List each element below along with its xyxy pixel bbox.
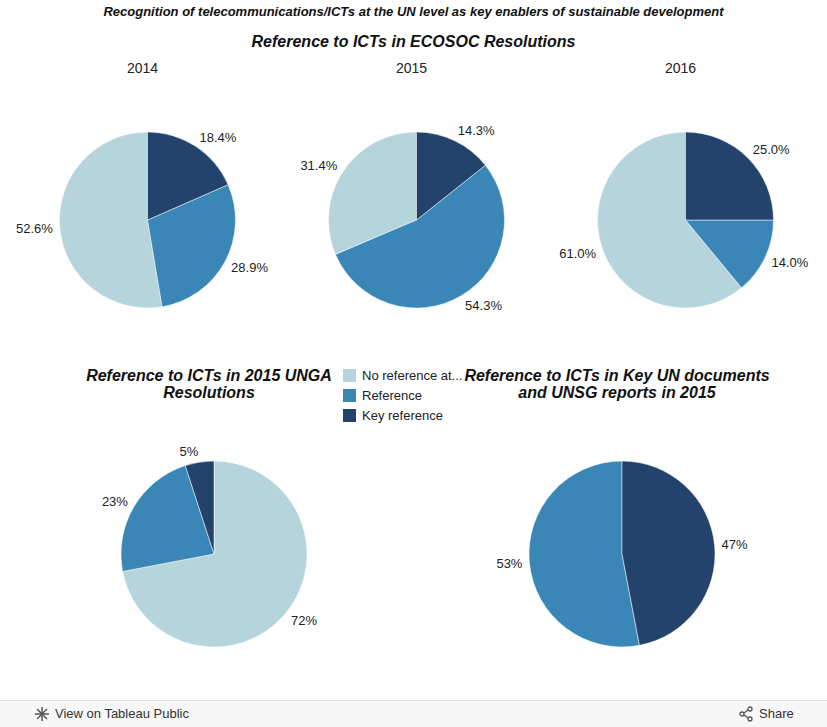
html-text:Reference: Reference xyxy=(362,387,422,403)
svg-text:61.0%: 61.0% xyxy=(559,246,596,261)
html-text:Reference to ICTs in ECOSOC Re: Reference to ICTs in ECOSOC Resolutions xyxy=(251,33,576,50)
svg-text:54.3%: 54.3% xyxy=(465,298,502,313)
svg-text:25.0%: 25.0% xyxy=(753,142,790,157)
html-text:2015: 2015 xyxy=(395,60,428,76)
svg-text:47%: 47% xyxy=(722,537,748,552)
svg-text:18.4%: 18.4% xyxy=(199,130,236,145)
svg-text:53%: 53% xyxy=(496,556,522,571)
html-text:Key reference: Key reference xyxy=(362,407,443,423)
html-text:View on Tableau Public: View on Tableau Public xyxy=(55,706,189,721)
html-text:2016: 2016 xyxy=(664,60,697,76)
svg-text:5%: 5% xyxy=(180,444,199,459)
svg-text:72%: 72% xyxy=(291,613,317,628)
svg-text:14.3%: 14.3% xyxy=(458,123,495,138)
html-text:2014: 2014 xyxy=(126,60,159,76)
html-text:Reference to ICTs in Key UN do: Reference to ICTs in Key UN documents an… xyxy=(464,367,770,401)
html-text:Share: Share xyxy=(759,706,794,721)
html-text:No reference at...: No reference at... xyxy=(362,367,463,383)
svg-text:52.6%: 52.6% xyxy=(16,221,53,236)
svg-text:23%: 23% xyxy=(102,494,128,509)
svg-text:31.4%: 31.4% xyxy=(300,158,337,173)
svg-text:28.9%: 28.9% xyxy=(231,260,268,275)
html-text:Recognition of telecommunicati: Recognition of telecommunications/ICTs a… xyxy=(103,4,724,19)
html-text:Reference to ICTs in 2015 UNGA: Reference to ICTs in 2015 UNGA Resolutio… xyxy=(86,367,332,401)
svg-text:14.0%: 14.0% xyxy=(771,255,808,270)
